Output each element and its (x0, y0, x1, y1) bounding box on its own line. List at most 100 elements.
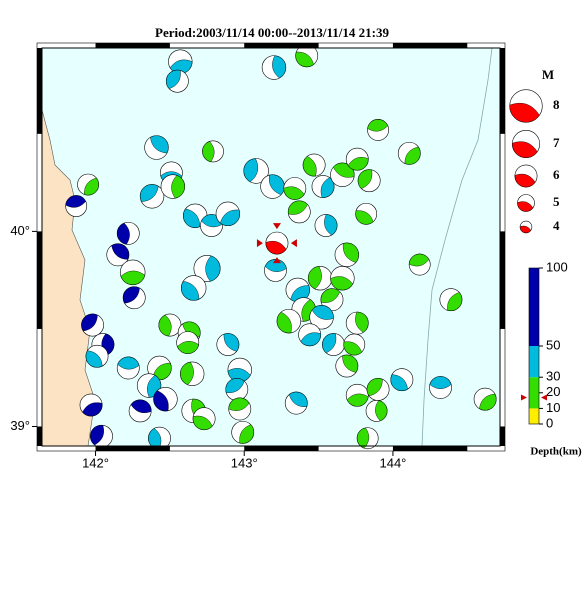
beachball (345, 383, 369, 407)
ball-quadrant (366, 378, 383, 397)
ball-quadrant (84, 177, 99, 196)
y-tick-label: 40° (10, 223, 30, 238)
ball-quadrant (265, 240, 287, 255)
beachball (168, 49, 193, 74)
ball-quadrant (322, 333, 337, 354)
ball-quadrant (81, 313, 98, 332)
beachball (265, 231, 289, 255)
ball-quadrant (139, 184, 159, 202)
beachball (357, 169, 381, 193)
ball-quadrant (116, 222, 130, 245)
ball-quadrant (375, 400, 388, 422)
ball-quadrant (85, 350, 103, 368)
ball-quadrant (122, 286, 140, 304)
frame-bar (37, 426, 42, 446)
beachball (165, 69, 189, 93)
beachball (287, 200, 311, 224)
ball-quadrant (519, 225, 532, 234)
beachball (144, 135, 169, 160)
colorbar-band (529, 408, 539, 424)
beachball (193, 254, 221, 282)
beachball (309, 305, 334, 330)
ball-quadrant (320, 177, 335, 198)
ball-quadrant (342, 242, 359, 263)
ball-quadrant (90, 425, 104, 446)
ball-quadrant (509, 102, 540, 123)
ball-quadrant (205, 255, 221, 282)
beachball (180, 361, 205, 386)
ball-quadrant (202, 141, 215, 162)
ball-quadrant (82, 402, 103, 417)
ball-quadrant (181, 280, 200, 301)
beachball (311, 175, 335, 198)
beachball (160, 174, 186, 199)
beachball (79, 393, 103, 417)
beachball (473, 387, 497, 411)
beachball (90, 424, 113, 448)
beachball (228, 397, 252, 421)
beachball (200, 214, 223, 237)
magnitude-legend-title: M (542, 67, 554, 82)
ball-quadrant (243, 158, 259, 183)
beachball (367, 119, 389, 141)
beachball (225, 378, 249, 401)
beachball (227, 357, 252, 383)
beachball (283, 177, 307, 200)
ball-quadrant (223, 333, 240, 352)
colorbar-label: 50 (546, 337, 560, 352)
ball-quadrant (268, 174, 285, 195)
ball-quadrant (228, 397, 250, 411)
ball-quadrant (283, 186, 305, 200)
ball-quadrant (183, 208, 200, 228)
ball-quadrant (287, 200, 308, 215)
ball-quadrant (324, 214, 338, 236)
depth-label: Depth(km) (530, 446, 582, 458)
ball-quadrant (342, 354, 359, 373)
beachball (511, 130, 540, 159)
beachball (116, 221, 140, 245)
ball-quadrant (130, 399, 152, 414)
beachball (106, 243, 130, 267)
beachball (397, 141, 421, 165)
beachball (216, 333, 240, 356)
beachball (355, 202, 378, 225)
ball-quadrant (343, 341, 362, 356)
beachball (261, 55, 287, 80)
ball-quadrant (227, 368, 251, 382)
x-tick-label: 144° (379, 455, 406, 470)
beachball (264, 259, 287, 282)
ball-quadrant (347, 157, 369, 171)
beachball (366, 378, 390, 401)
ball-quadrant (111, 243, 130, 260)
main-event-marker (272, 257, 281, 264)
ball-quadrant (355, 311, 369, 333)
x-tick-label: 143° (231, 455, 258, 470)
beachball (330, 162, 355, 187)
beachball (302, 153, 326, 177)
ball-quadrant (272, 55, 287, 79)
ball-quadrant (356, 427, 370, 449)
x-tick-label: 142° (82, 455, 109, 470)
magnitude-label: 6 (553, 167, 560, 182)
ball-quadrant (65, 195, 86, 208)
ball-quadrant (220, 209, 240, 226)
beachball (260, 174, 285, 199)
beachball (91, 333, 115, 356)
ball-quadrant (158, 314, 172, 337)
beachball (345, 147, 369, 171)
frame-bar (244, 446, 319, 451)
colorbar-label: 100 (546, 259, 568, 274)
ball-quadrant (408, 253, 430, 267)
ball-quadrant (295, 51, 314, 68)
ball-quadrant (357, 169, 373, 189)
frame-bar (37, 231, 42, 329)
map-title: Period:2003/11/14 00:00--2013/11/14 21:3… (155, 25, 389, 40)
ball-quadrant (367, 119, 389, 132)
beachball (231, 420, 255, 444)
ball-quadrant (390, 374, 408, 391)
magnitude-label: 7 (553, 135, 560, 150)
beachball (335, 354, 359, 378)
trench (421, 47, 493, 447)
colorbar-label: 0 (546, 415, 553, 430)
